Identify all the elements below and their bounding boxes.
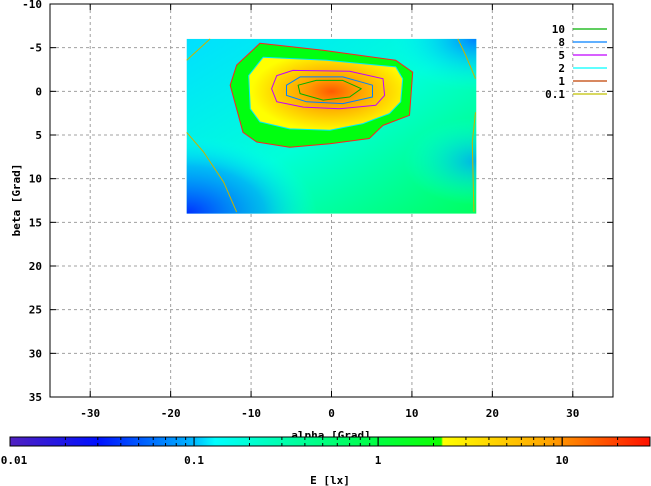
x-tick-label: 0 <box>328 407 335 420</box>
contour-line-5 <box>271 69 386 110</box>
y-tick-label: 25 <box>29 304 42 317</box>
y-tick-label: -5 <box>29 42 42 55</box>
colorbar-tick-label: 0.01 <box>1 454 28 467</box>
contour-line-0_1 <box>457 38 476 79</box>
contour-line-1 <box>229 42 414 148</box>
colorbar-tick-label: 1 <box>375 454 382 467</box>
y-tick-label: 20 <box>29 260 42 273</box>
y-tick-label: 15 <box>29 216 42 229</box>
x-tick-label: -10 <box>241 407 261 420</box>
y-tick-label: 35 <box>29 391 42 404</box>
y-tick-label: 0 <box>35 85 42 98</box>
y-tick-label: 10 <box>29 173 42 186</box>
heatmap-image <box>186 38 477 214</box>
contour-line-10 <box>297 79 362 101</box>
x-tick-label: -20 <box>161 407 181 420</box>
contour-lines <box>186 38 476 213</box>
colorbar-tick-label: 0.1 <box>184 454 204 467</box>
contour-line-0_1 <box>471 112 476 212</box>
contour-line-2 <box>248 56 404 131</box>
colorbar-label: E [lx] <box>310 474 350 486</box>
legend-label: 1 <box>558 75 565 88</box>
y-tick-label: -10 <box>22 0 42 11</box>
y-axis-label: beta [Grad] <box>10 164 23 237</box>
legend-label: 0.1 <box>545 88 565 101</box>
legend-label: 5 <box>558 49 565 62</box>
contour-line-0_1 <box>186 132 238 213</box>
legend-label: 2 <box>558 62 565 75</box>
x-tick-label: 20 <box>486 407 499 420</box>
contour-line-8 <box>286 76 373 105</box>
colorbar-gradient <box>9 436 651 447</box>
x-tick-label: -30 <box>80 407 100 420</box>
contour-line-0_1 <box>186 38 211 61</box>
legend-label: 8 <box>558 36 565 49</box>
legend-label: 10 <box>552 23 565 36</box>
x-tick-label: 10 <box>405 407 418 420</box>
y-tick-label: 5 <box>35 129 42 142</box>
colorbar-tick-label: 10 <box>556 454 569 467</box>
x-tick-label: 30 <box>566 407 579 420</box>
colorbar: 0.01 0.1 1 10 <box>1 436 651 467</box>
region-above-2 <box>248 57 403 131</box>
y-tick-label: 30 <box>29 347 42 360</box>
